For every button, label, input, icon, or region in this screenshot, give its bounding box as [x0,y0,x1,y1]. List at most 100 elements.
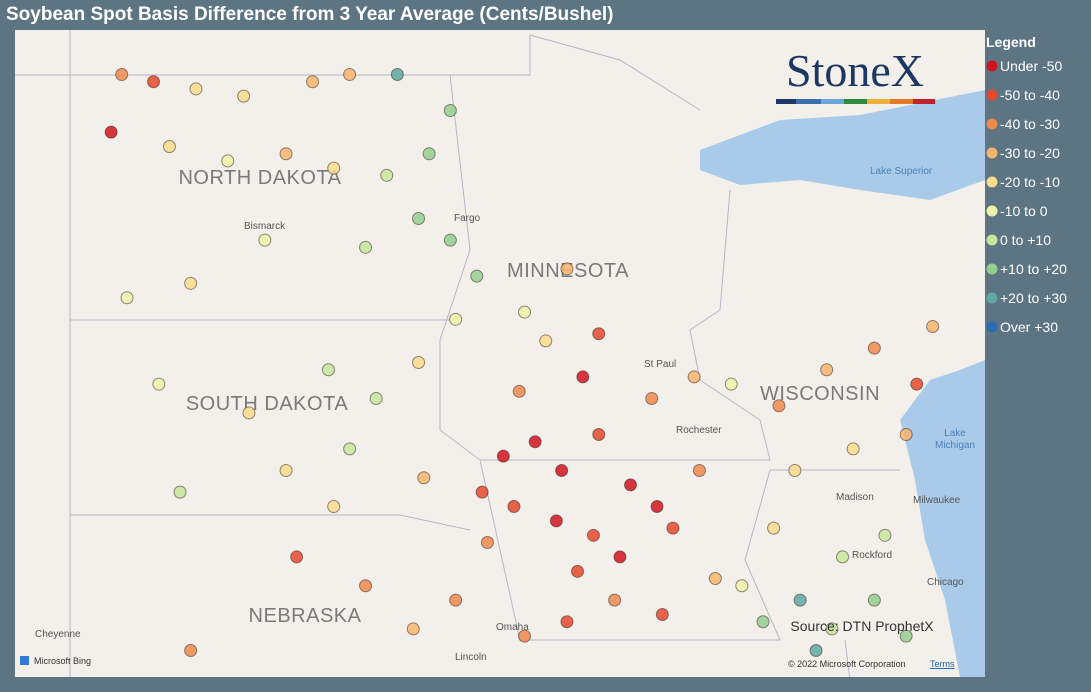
point [507,500,521,514]
legend-swatch [986,118,998,130]
legend-title: Legend [986,34,1036,50]
point [512,384,526,398]
point [359,240,373,254]
point [846,442,860,456]
title: Soybean Spot Basis Difference from 3 Yea… [6,4,614,25]
point [586,528,600,542]
terms-link[interactable]: Terms [930,659,955,669]
point [518,629,532,643]
borders [15,30,900,677]
legend-swatch [986,176,998,188]
point [279,147,293,161]
point [692,464,706,478]
point [237,89,251,103]
point [820,363,834,377]
city-label: Fargo [454,213,481,224]
point [910,377,924,391]
legend-label: -10 to 0 [1000,203,1048,219]
point [359,579,373,593]
point [793,593,807,607]
point [650,500,664,514]
legend-label: Under -50 [1000,58,1062,74]
point [539,334,553,348]
point [655,608,669,622]
legend-label: -50 to -40 [1000,87,1060,103]
point [576,370,590,384]
point [343,442,357,456]
point [560,615,574,629]
point [613,550,627,564]
legend-label: Over +30 [1000,319,1058,335]
point [380,168,394,182]
point [899,428,913,442]
point [496,449,510,463]
point [708,572,722,586]
point [390,68,404,82]
point [571,564,585,578]
city-label: Bismarck [244,221,286,232]
logo-bar [776,99,935,104]
source: Source: DTN ProphetX [790,618,934,634]
state-label: SOUTH DAKOTA [186,393,348,415]
point [836,550,850,564]
legend-swatch [986,60,998,72]
point [724,377,738,391]
legend-swatch [986,263,998,275]
point [152,377,166,391]
point [528,435,542,449]
point [767,521,781,535]
point [809,644,823,658]
point [412,356,426,370]
point [555,464,569,478]
legend-swatch [986,89,998,101]
point [926,320,940,334]
point [518,305,532,319]
point [443,104,457,118]
legend-label: +10 to +20 [1000,261,1067,277]
point [475,485,489,499]
city-label: Milwaukee [913,495,961,506]
point [645,392,659,406]
point [687,370,701,384]
point [184,644,198,658]
lake-label: Lake [944,428,966,439]
state-label: NEBRASKA [249,605,362,627]
point [104,125,118,139]
point [449,312,463,326]
point [258,233,272,247]
point [147,75,161,89]
city-label: Rockford [852,550,892,561]
point [592,428,606,442]
point [369,392,383,406]
point [422,147,436,161]
point [878,528,892,542]
city-label: Omaha [496,622,529,633]
provider: Microsoft Bing [34,656,91,666]
city-label: Cheyenne [35,629,81,640]
city-label: Rochester [676,425,722,436]
point [449,593,463,607]
state-label: NORTH DAKOTA [178,167,341,189]
legend-label: -40 to -30 [1000,116,1060,132]
point [279,464,293,478]
point [443,233,457,247]
state-label: WISCONSIN [760,383,880,405]
city-label: Chicago [927,577,964,588]
point [666,521,680,535]
legend-swatch [986,205,998,217]
point [899,629,913,643]
point [162,140,176,154]
city-label: Lincoln [455,652,487,663]
point [327,500,341,514]
point [735,579,749,593]
point [221,154,235,168]
point [608,593,622,607]
legend-swatch [986,147,998,159]
city-label: St Paul [644,359,676,370]
points [104,68,940,658]
point [406,622,420,636]
point [624,478,638,492]
legend-swatch [986,321,998,333]
